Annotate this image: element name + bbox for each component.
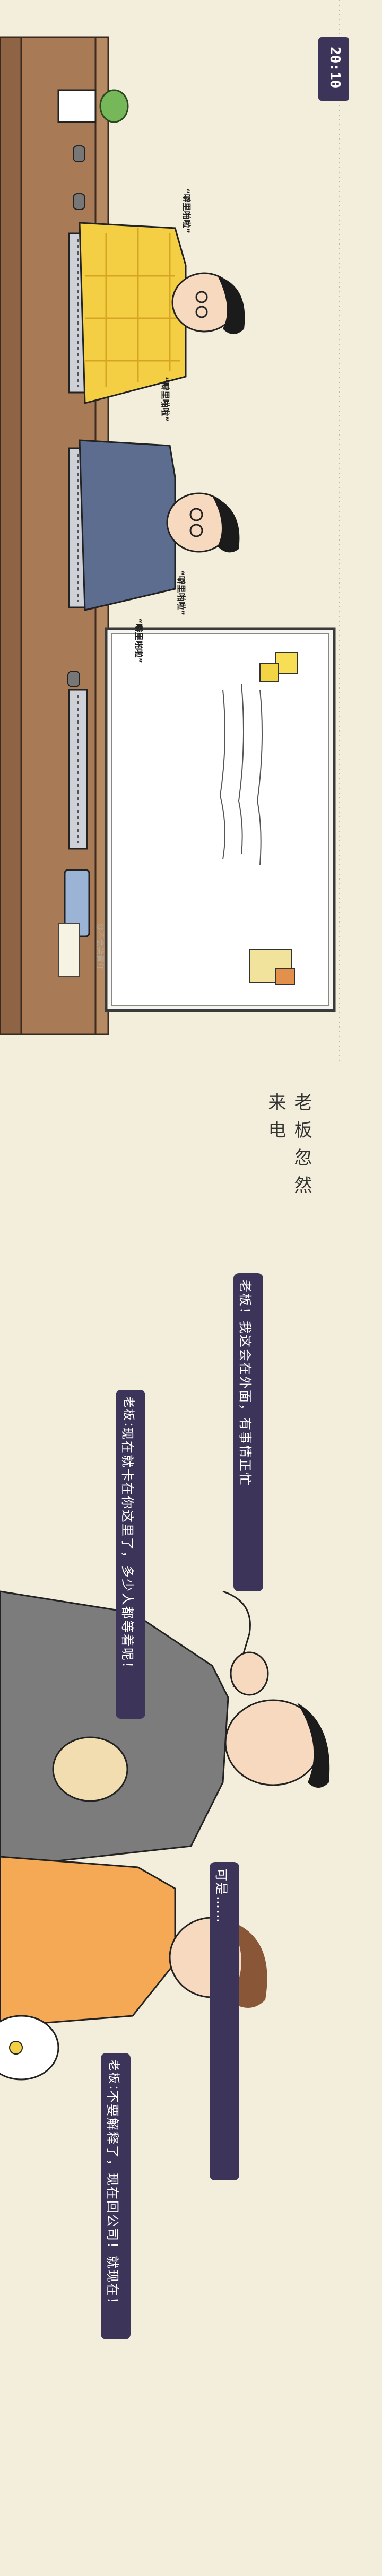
sticky-note: [275, 968, 295, 985]
sticky-note: [259, 663, 279, 682]
mouse-icon: [73, 145, 85, 162]
office-illustration: [0, 0, 340, 1061]
tote-bag: [0, 2015, 59, 2081]
worker-blue-shirt: [79, 439, 240, 611]
whiteboard: [105, 627, 336, 1012]
mouse-icon: [67, 671, 80, 687]
speech-bubble-4: 老板： 不要解释了，现在回公司！就现在！: [101, 2053, 131, 2339]
sticky-note: [275, 652, 298, 674]
speech-bubble-1: 老板！我这会在外面，有事情正忙: [233, 1273, 263, 1591]
worker-yellow-shirt: [79, 222, 245, 404]
mouse-icon: [73, 193, 85, 210]
keyboard-icon: [68, 689, 88, 850]
plant-icon: [57, 89, 129, 123]
scene-caption: 老板忽然来电: [265, 1093, 312, 1203]
time-badge: 20:10: [318, 37, 349, 101]
speech-bubble-2: 老板： 现在就卡在你这里了，多少人都等着呢！: [116, 1390, 145, 1719]
time-text: 20:10: [327, 47, 343, 89]
straw-hat: [52, 1736, 128, 1802]
desk-edge: [0, 36, 22, 1035]
phone-call-illustration: [0, 1590, 330, 2081]
speech-bubble-3: 可是……: [210, 1862, 239, 2180]
